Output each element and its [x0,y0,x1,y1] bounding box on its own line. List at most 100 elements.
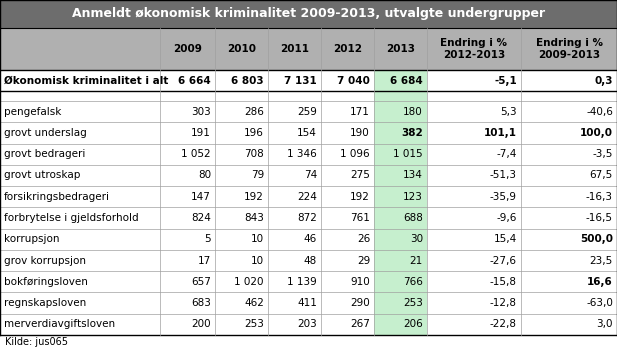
Text: 6 803: 6 803 [231,75,264,86]
Text: 824: 824 [191,213,211,223]
Bar [0,314,617,335]
Text: 1 096: 1 096 [341,149,370,159]
Text: 16,6: 16,6 [587,277,613,287]
Text: 872: 872 [297,213,317,223]
Text: 74: 74 [304,170,317,180]
Text: 910: 910 [350,277,370,287]
Text: korrupsjon: korrupsjon [4,234,59,244]
Text: 688: 688 [403,213,423,223]
Bar [0,122,617,143]
Text: regnskapsloven: regnskapsloven [4,298,86,308]
Text: -5,1: -5,1 [494,75,517,86]
Bar [374,250,427,271]
Text: 1 020: 1 020 [234,277,264,287]
Text: grov korrupsjon: grov korrupsjon [4,255,86,266]
Bar [374,28,427,70]
Text: 10: 10 [251,234,264,244]
Text: 0,3: 0,3 [595,75,613,86]
Text: 766: 766 [403,277,423,287]
Text: -40,6: -40,6 [586,107,613,117]
Bar [374,292,427,314]
Text: -22,8: -22,8 [490,319,517,329]
Text: 46: 46 [304,234,317,244]
Text: 462: 462 [244,298,264,308]
Text: 5,3: 5,3 [500,107,517,117]
Text: 123: 123 [403,192,423,202]
Text: -16,5: -16,5 [586,213,613,223]
Text: 100,0: 100,0 [580,128,613,138]
Text: 15,4: 15,4 [494,234,517,244]
Text: 79: 79 [251,170,264,180]
Text: forbrytelse i gjeldsforhold: forbrytelse i gjeldsforhold [4,213,139,223]
Text: 683: 683 [191,298,211,308]
Bar [374,186,427,207]
Text: 253: 253 [403,298,423,308]
Text: 180: 180 [404,107,423,117]
Text: -51,3: -51,3 [490,170,517,180]
Text: 267: 267 [350,319,370,329]
Text: -9,6: -9,6 [497,213,517,223]
Text: 761: 761 [350,213,370,223]
Bar [0,28,617,70]
Bar [0,91,617,101]
Text: -15,8: -15,8 [490,277,517,287]
Bar [374,207,427,229]
Text: 2012: 2012 [333,44,362,54]
Text: 29: 29 [357,255,370,266]
Text: 200: 200 [191,319,211,329]
Text: 48: 48 [304,255,317,266]
Text: 196: 196 [244,128,264,138]
Text: 21: 21 [410,255,423,266]
Bar [374,122,427,143]
Text: bokføringsloven: bokføringsloven [4,277,88,287]
Text: 101,1: 101,1 [484,128,517,138]
Bar [374,314,427,335]
Text: 206: 206 [404,319,423,329]
Text: 411: 411 [297,298,317,308]
Text: 5: 5 [204,234,211,244]
Text: 7 040: 7 040 [337,75,370,86]
Bar [374,143,427,165]
Text: 290: 290 [350,298,370,308]
Text: 26: 26 [357,234,370,244]
Bar [0,143,617,165]
Bar [0,207,617,229]
Text: Kilde: jus065: Kilde: jus065 [5,337,68,347]
Text: 203: 203 [297,319,317,329]
Text: Anmeldt økonomisk kriminalitet 2009-2013, utvalgte undergrupper: Anmeldt økonomisk kriminalitet 2009-2013… [72,7,545,21]
Text: -16,3: -16,3 [586,192,613,202]
Text: 67,5: 67,5 [590,170,613,180]
Bar [0,229,617,250]
Text: 30: 30 [410,234,423,244]
Bar [0,250,617,271]
Text: 192: 192 [350,192,370,202]
Bar [0,165,617,186]
Text: 80: 80 [198,170,211,180]
Text: 382: 382 [401,128,423,138]
Bar [374,91,427,101]
Text: grovt underslag: grovt underslag [4,128,87,138]
Bar [374,165,427,186]
Text: 23,5: 23,5 [590,255,613,266]
Text: -12,8: -12,8 [490,298,517,308]
Text: 2013: 2013 [386,44,415,54]
Text: merverdiavgiftsloven: merverdiavgiftsloven [4,319,115,329]
Bar [374,229,427,250]
Text: 286: 286 [244,107,264,117]
Text: -27,6: -27,6 [490,255,517,266]
Text: 1 015: 1 015 [394,149,423,159]
Bar [0,292,617,314]
Text: 2009: 2009 [173,44,202,54]
Text: 1 139: 1 139 [288,277,317,287]
Text: -7,4: -7,4 [497,149,517,159]
Text: 147: 147 [191,192,211,202]
Text: 224: 224 [297,192,317,202]
Text: 253: 253 [244,319,264,329]
Bar [0,186,617,207]
Text: Endring i %
2009-2013: Endring i % 2009-2013 [536,38,602,60]
Text: grovt bedrageri: grovt bedrageri [4,149,85,159]
Text: 843: 843 [244,213,264,223]
Text: 17: 17 [198,255,211,266]
Bar [374,271,427,292]
Bar [374,101,427,122]
